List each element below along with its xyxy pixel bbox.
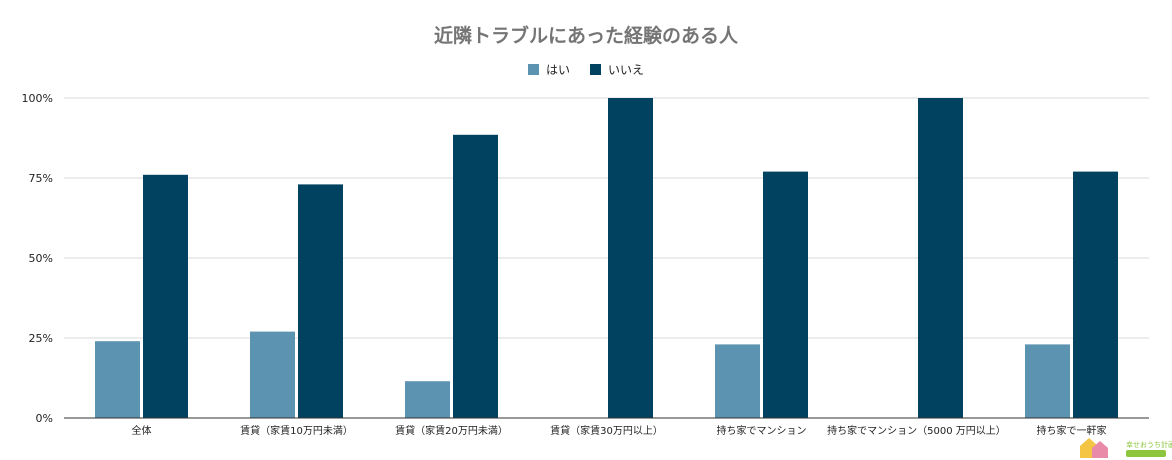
x-category-label: 持ち家でマンション（5000 万円以上） <box>827 424 1006 437</box>
x-category-label: 持ち家でマンション <box>717 424 807 437</box>
y-axis-ticks: 0% 25% 50% 75% 100% <box>22 92 53 425</box>
x-category-label: 賃貸（家賃20万円未満） <box>395 424 508 437</box>
watermark-logo: 幸せおうち計画 <box>1080 438 1172 458</box>
x-category-label: 賃貸（家賃10万円未満） <box>240 424 353 437</box>
x-category-label: 賃貸（家賃30万円以上） <box>550 424 663 437</box>
legend: はい いいえ <box>528 63 644 77</box>
legend-swatch-hai <box>528 64 539 75</box>
bar-iie-1 <box>298 184 343 418</box>
bar-iie-5 <box>918 98 963 418</box>
y-tick-label: 25% <box>29 332 53 345</box>
x-category-label: 持ち家で一軒家 <box>1037 424 1107 437</box>
bar-hai-4 <box>715 344 760 418</box>
legend-label-iie: いいえ <box>608 63 644 77</box>
y-tick-label: 75% <box>29 172 53 185</box>
y-tick-label: 100% <box>22 92 53 105</box>
y-tick-label: 50% <box>29 252 53 265</box>
bars <box>95 98 1118 419</box>
x-category-label: 全体 <box>132 424 152 437</box>
bar-hai-6 <box>1025 344 1070 418</box>
bar-hai-1 <box>250 331 295 418</box>
watermark-text: 幸せおうち計画 <box>1126 440 1172 449</box>
house-icon-2 <box>1092 441 1108 458</box>
bar-iie-4 <box>763 171 808 418</box>
bar-hai-2 <box>405 381 450 418</box>
legend-label-hai: はい <box>546 63 570 77</box>
watermark-tag <box>1126 450 1166 457</box>
gridlines <box>64 97 1149 339</box>
chart-title: 近隣トラブルにあった経験のある人 <box>434 24 739 47</box>
y-tick-label: 0% <box>36 412 53 425</box>
bar-hai-0 <box>95 341 140 418</box>
bar-iie-3 <box>608 98 653 418</box>
legend-swatch-iie <box>590 64 601 75</box>
bar-iie-6 <box>1073 171 1118 418</box>
x-axis-labels: 全体 賃貸（家賃10万円未満） 賃貸（家賃20万円未満） 賃貸（家賃30万円以上） 持ち… <box>132 424 1107 437</box>
bar-iie-2 <box>453 134 498 419</box>
bar-iie-0 <box>143 174 188 418</box>
